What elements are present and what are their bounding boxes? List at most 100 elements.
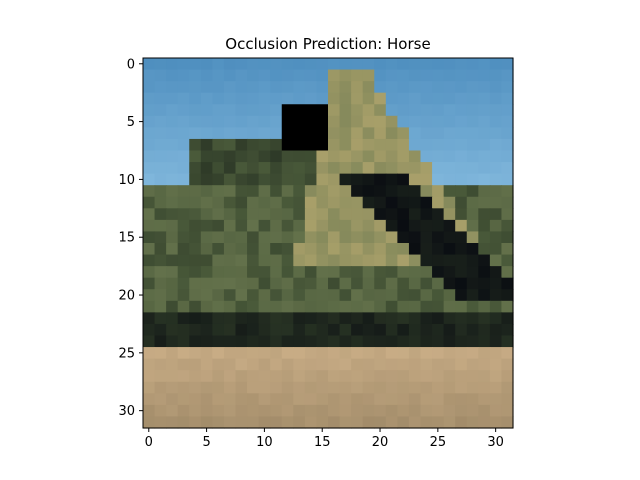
image-pixel: [385, 347, 398, 360]
image-pixel: [143, 173, 156, 186]
image-pixel: [247, 335, 260, 348]
image-pixel: [304, 393, 318, 406]
image-pixel: [455, 404, 468, 418]
image-pixel: [420, 358, 433, 371]
image-pixel: [339, 323, 352, 337]
image-pixel: [166, 381, 179, 394]
image-pixel: [247, 231, 260, 244]
image-pixel: [478, 300, 491, 313]
image-pixel: [247, 289, 260, 302]
image-pixel: [223, 358, 237, 371]
image-pixel: [432, 138, 445, 152]
image-pixel: [166, 231, 179, 244]
image-pixel: [501, 335, 514, 348]
image-pixel: [281, 300, 294, 313]
image-pixel: [443, 381, 456, 394]
image-pixel: [466, 358, 479, 371]
image-pixel: [408, 381, 422, 394]
image-pixel: [489, 81, 503, 94]
image-pixel: [339, 58, 352, 71]
image-pixel: [293, 370, 306, 383]
x-axis-ticks: 0 5 10 15 20 25 30: [145, 428, 504, 450]
image-pixel: [189, 162, 202, 175]
image-pixel: [455, 335, 468, 348]
image-pixel: [304, 162, 318, 175]
image-pixel: [247, 196, 260, 209]
image-pixel: [166, 69, 179, 82]
image-pixel: [466, 404, 479, 418]
image-pixel: [397, 127, 410, 140]
image-pixel: [478, 393, 491, 406]
image-pixel: [397, 358, 410, 371]
image-pixel: [455, 69, 468, 82]
image-pixel: [385, 335, 398, 348]
image-pixel: [212, 289, 225, 302]
image-pixel: [501, 162, 514, 175]
image-pixel: [154, 347, 167, 360]
image-pixel: [154, 266, 167, 279]
image-pixel: [501, 277, 514, 290]
y-tick-label: 5: [127, 115, 135, 130]
image-pixel: [478, 208, 491, 221]
image-pixel: [304, 150, 318, 163]
image-pixel: [362, 381, 375, 394]
image-pixel: [501, 347, 514, 360]
image-pixel: [489, 127, 503, 140]
image-pixel: [223, 300, 237, 313]
image-pixel: [489, 196, 503, 209]
image-pixel: [362, 138, 375, 152]
image-pixel: [281, 69, 294, 82]
image-pixel: [316, 81, 329, 94]
image-pixel: [501, 312, 514, 325]
image-pixel: [212, 173, 225, 186]
image-pixel: [223, 150, 237, 163]
image-pixel: [455, 219, 468, 233]
image-pixel: [443, 208, 456, 221]
image-pixel: [200, 81, 213, 94]
image-pixel: [420, 277, 433, 290]
image-pixel: [351, 358, 364, 371]
image-pixel: [281, 312, 294, 325]
image-pixel: [478, 289, 491, 302]
image-pixel: [293, 393, 306, 406]
image-pixel: [143, 358, 156, 371]
image-pixel: [466, 104, 479, 117]
image-pixel: [143, 254, 156, 267]
image-pixel: [143, 104, 156, 117]
image-pixel: [432, 300, 445, 313]
image-pixel: [189, 300, 202, 313]
image-pixel: [212, 81, 225, 94]
image-pixel: [258, 138, 271, 152]
image-pixel: [200, 416, 213, 429]
image-pixel: [408, 358, 422, 371]
image-pixel: [316, 196, 329, 209]
image-pixel: [281, 323, 294, 337]
image-pixel: [258, 104, 271, 117]
image-pixel: [223, 138, 237, 152]
image-pixel: [177, 219, 190, 233]
image-pixel: [258, 115, 271, 128]
image-pixel: [235, 196, 248, 209]
image-pixel: [223, 115, 237, 128]
image-pixel: [166, 416, 179, 429]
image-pixel: [304, 347, 318, 360]
image-pixel: [247, 416, 260, 429]
image-pixel: [489, 416, 503, 429]
image-pixel: [397, 300, 410, 313]
image-pixel: [247, 219, 260, 233]
image-pixel: [351, 231, 364, 244]
image-pixel: [385, 300, 398, 313]
image-pixel: [362, 277, 375, 290]
image-pixel: [177, 208, 190, 221]
image-pixel: [212, 335, 225, 348]
image-pixel: [281, 381, 294, 394]
x-tick-label: 5: [202, 435, 210, 450]
image-pixel: [293, 300, 306, 313]
image-pixel: [304, 185, 318, 198]
image-pixel: [293, 347, 306, 360]
image-pixel: [339, 289, 352, 302]
image-pixel: [420, 370, 433, 383]
image-pixel: [189, 393, 202, 406]
image-pixel: [362, 323, 375, 337]
image-pixel: [212, 393, 225, 406]
